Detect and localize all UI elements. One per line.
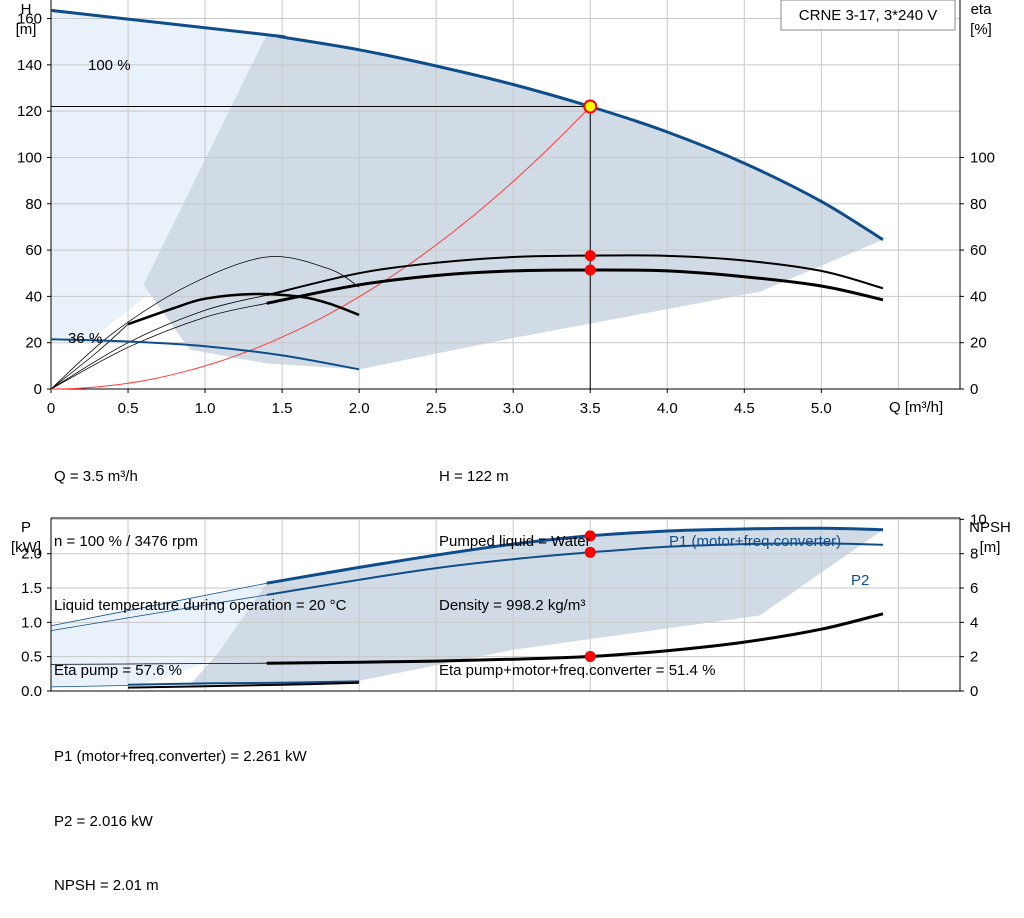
chart-title: CRNE 3-17, 3*240 V [799,7,937,24]
efficiency-curve-extension [50,302,267,390]
info-right-column: H = 122 m Pumped liquid = Water Density … [439,423,715,703]
y-tick-label-right: 40 [970,288,987,305]
y-tick-label-left: 1.5 [21,580,42,597]
y-tick-label-left: 1.0 [21,614,42,631]
head-efficiency-chart: 0 0.5 1.0 1.5 2.0 2.5 3.0 3.5 4.0 4.5 5.0 0 20 40 60 80… [16,0,995,417]
y-tick-label-left: 0.5 [21,649,42,666]
p1-extension [50,582,267,627]
speed-readout: n = 100 % / 3476 rpm [54,532,198,550]
y-tick-label-left: 2.0 [21,546,42,563]
npsh-readout: NPSH = 2.01 m [54,877,159,894]
head-readout: H = 122 m [439,468,509,485]
chart-title-box [780,0,956,31]
y-axis-unit-left: [m] [16,21,37,38]
y-tick-label-left: 80 [25,196,42,213]
p1-series-label: P1 (motor+freq.converter) [669,533,841,550]
info-bottom-column: P1 (motor+freq.converter) = 2.261 kW P2 … [54,703,307,918]
y-tick-label-right: 20 [970,335,987,352]
operating-area-light [51,10,267,341]
npsh-duty-marker [584,651,596,663]
y-tick-label-left: 0.0 [21,683,42,700]
y-axis-title-right: NPSH [969,519,1011,536]
eta-pump-36-curve [127,292,360,326]
x-tick-label: 1.5 [272,400,293,417]
p2-readout: P2 = 2.016 kW [54,812,153,830]
head-curve-36 [50,338,360,371]
x-tick-label: 2.5 [426,400,447,417]
y-tick-label-left: 20 [25,335,42,352]
speed-label-100: 100 % [88,57,131,74]
y-tick-label-left: 140 [17,57,42,74]
info-left-column: Q = 3.5 m³/h n = 100 % / 3476 rpm Liquid… [54,423,346,703]
power-npsh-chart: 0.0 0.5 1.0 1.5 2.0 0 2 4 6 8 10 P [kW] NPSH [m] P1 (mo… [11,511,1011,700]
p1-36-curve [127,680,360,686]
p1-readout: P1 (motor+freq.converter) = 2.261 kW [54,748,307,765]
y-tick-label-left: 40 [25,288,42,305]
x-tick-label: 3.5 [580,400,601,417]
y-tick-label-left: 60 [25,242,42,259]
p1-36-extension [50,685,129,688]
head-curve-100 [50,8,884,241]
x-tick-label: 5.0 [811,400,832,417]
density-readout: Density = 998.2 kg/m³ [439,597,586,614]
efficiency-curve-extension [50,294,267,390]
y-tick-label-right: 0 [970,683,978,700]
x-tick-label: 0 [47,400,55,417]
x-tick-label: 4.5 [734,400,755,417]
y-tick-label-left: 120 [17,103,42,120]
npsh-extension [50,662,267,665]
efficiency-curve-extension [50,256,360,390]
duty-marker [584,250,596,262]
y-tick-label-left: 100 [17,149,42,166]
y-tick-label-right: 4 [970,614,978,631]
y-tick-label-right: 80 [970,196,987,213]
x-tick-label: 2.0 [349,400,370,417]
efficiency-curve-extension [50,323,129,390]
y-tick-label-left: 160 [17,11,42,28]
npsh-36-curve [127,681,360,689]
x-tick-label: 1.0 [195,400,216,417]
p2-series-label: P2 [851,572,869,589]
speed-label-36: 36 % [68,330,102,347]
y-axis-unit-left: [kW] [11,539,41,556]
y-tick-label-right: 0 [970,381,978,398]
flow-readout: Q = 3.5 m³/h [54,468,138,485]
y-axis-unit-right: [%] [970,21,992,38]
y-tick-label-right: 8 [970,546,978,563]
y-axis-title-left: P [21,519,31,536]
temperature-readout: Liquid temperature during operation = 20… [54,597,347,614]
x-tick-label: 0.5 [118,400,139,417]
y-axis-unit-right: [m] [980,539,1001,556]
x-axis-title: Q [m³/h] [889,399,943,416]
y-tick-label-right: 2 [970,649,978,666]
duty-marker [584,264,596,276]
eta-pump-readout: Eta pump = 57.6 % [54,661,182,679]
pump-performance-chart: 0 0.5 1.0 1.5 2.0 2.5 3.0 3.5 4.0 4.5 5.0020406080… [11,0,1011,700]
y-tick-label-right: 10 [970,511,987,528]
liquid-readout: Pumped liquid = Water [439,532,591,550]
operating-area-light [51,583,267,688]
eta-total-readout: Eta pump+motor+freq.converter = 51.4 % [439,661,716,679]
duty-point-marker [583,99,598,114]
p1-duty-marker [584,530,596,542]
x-tick-label: 4.0 [657,400,678,417]
system-curve [50,106,591,390]
y-tick-label-right: 60 [970,242,987,259]
y-axis-title-left: H [21,1,32,18]
x-tick-label: 3.0 [503,400,524,417]
y-axis-title-right: eta [971,1,993,18]
y-tick-label-right: 100 [970,149,995,166]
y-tick-label-left: 0 [34,381,42,398]
p2-duty-marker [584,546,596,558]
y-tick-label-right: 6 [970,580,978,597]
p2-extension [50,594,267,631]
